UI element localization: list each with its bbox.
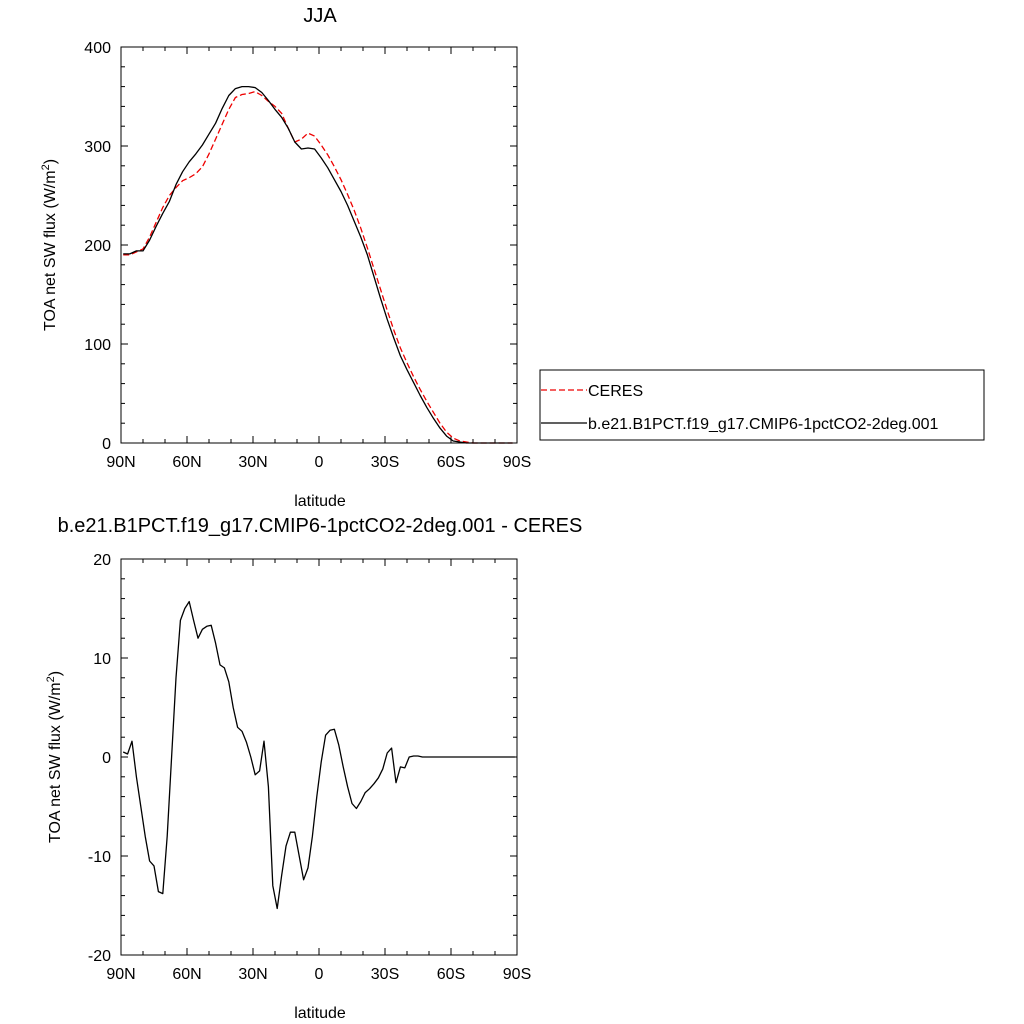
bottom-x-tick-label: 30S: [371, 966, 399, 983]
bottom-x-tick-label: 90S: [503, 966, 531, 983]
bottom-y-axis-label-main: TOA net SW flux (W/m: [47, 682, 64, 843]
bottom-y-axis-label-end: ): [47, 671, 64, 676]
top-x-tick-label: 30N: [238, 454, 267, 471]
top-plot-frame: [120, 46, 518, 444]
top-x-tick-label: 30S: [371, 454, 399, 471]
top-y-axis-label-sup: 2: [40, 164, 52, 170]
top-series-line-0: [123, 90, 513, 444]
bottom-series-line-0: [122, 600, 515, 910]
top-y-tick-label: 300: [84, 139, 111, 156]
legend-label-ceres: CERES: [588, 383, 643, 400]
top-panel: JJA 90N 60N 30N 0 30S 60S 90S 0 100 200 300 400 lat…: [40, 5, 531, 510]
bottom-x-tick-label: 60N: [172, 966, 201, 983]
bottom-y-tick-label: 10: [93, 651, 111, 668]
top-x-tick-label: 90S: [503, 454, 531, 471]
top-x-tick-label: 90N: [106, 454, 135, 471]
top-x-tick-label: 60S: [437, 454, 465, 471]
top-y-tick-label: 200: [84, 238, 111, 255]
bottom-x-tick-label: 60S: [437, 966, 465, 983]
top-series-line-1: [123, 85, 513, 444]
top-chart-title: JJA: [303, 5, 337, 27]
top-y-axis-label-main: TOA net SW flux (W/m: [42, 170, 59, 331]
bottom-x-axis-label: latitude: [294, 1005, 346, 1022]
legend-box: [539, 369, 985, 441]
bottom-x-tick-label: 90N: [106, 966, 135, 983]
bottom-plot-area: 90N 60N 30N 0 30S 60S 90S -20 -10 0 10 20: [88, 552, 531, 983]
top-y-tick-label: 400: [84, 40, 111, 57]
bottom-y-tick-label: -20: [88, 948, 111, 965]
bottom-y-axis-label: TOA net SW flux (W/m2): [45, 671, 64, 843]
top-x-axis-label: latitude: [294, 493, 346, 510]
bottom-y-tick-label: -10: [88, 849, 111, 866]
top-y-axis-label-end: ): [42, 159, 59, 164]
top-plot-area: 90N 60N 30N 0 30S 60S 90S 0 100 200 300 400: [84, 40, 531, 471]
top-x-tick-label: 0: [315, 454, 324, 471]
legend: CERES b.e21.B1PCT.f19_g17.CMIP6-1pctCO2-…: [539, 369, 985, 441]
bottom-y-axis-label-sup: 2: [45, 676, 57, 682]
top-y-tick-label: 100: [84, 337, 111, 354]
top-y-tick-label: 0: [102, 436, 111, 453]
bottom-y-tick-label: 0: [102, 750, 111, 767]
bottom-panel: b.e21.B1PCT.f19_g17.CMIP6-1pctCO2-2deg.0…: [45, 515, 582, 1022]
legend-label-model: b.e21.B1PCT.f19_g17.CMIP6-1pctCO2-2deg.0…: [588, 416, 939, 433]
top-y-axis-label: TOA net SW flux (W/m2): [40, 159, 59, 331]
bottom-x-tick-label: 0: [315, 966, 324, 983]
bottom-chart-title: b.e21.B1PCT.f19_g17.CMIP6-1pctCO2-2deg.0…: [58, 515, 583, 537]
top-x-tick-label: 60N: [172, 454, 201, 471]
bottom-y-tick-label: 20: [93, 552, 111, 569]
bottom-x-tick-label: 30N: [238, 966, 267, 983]
